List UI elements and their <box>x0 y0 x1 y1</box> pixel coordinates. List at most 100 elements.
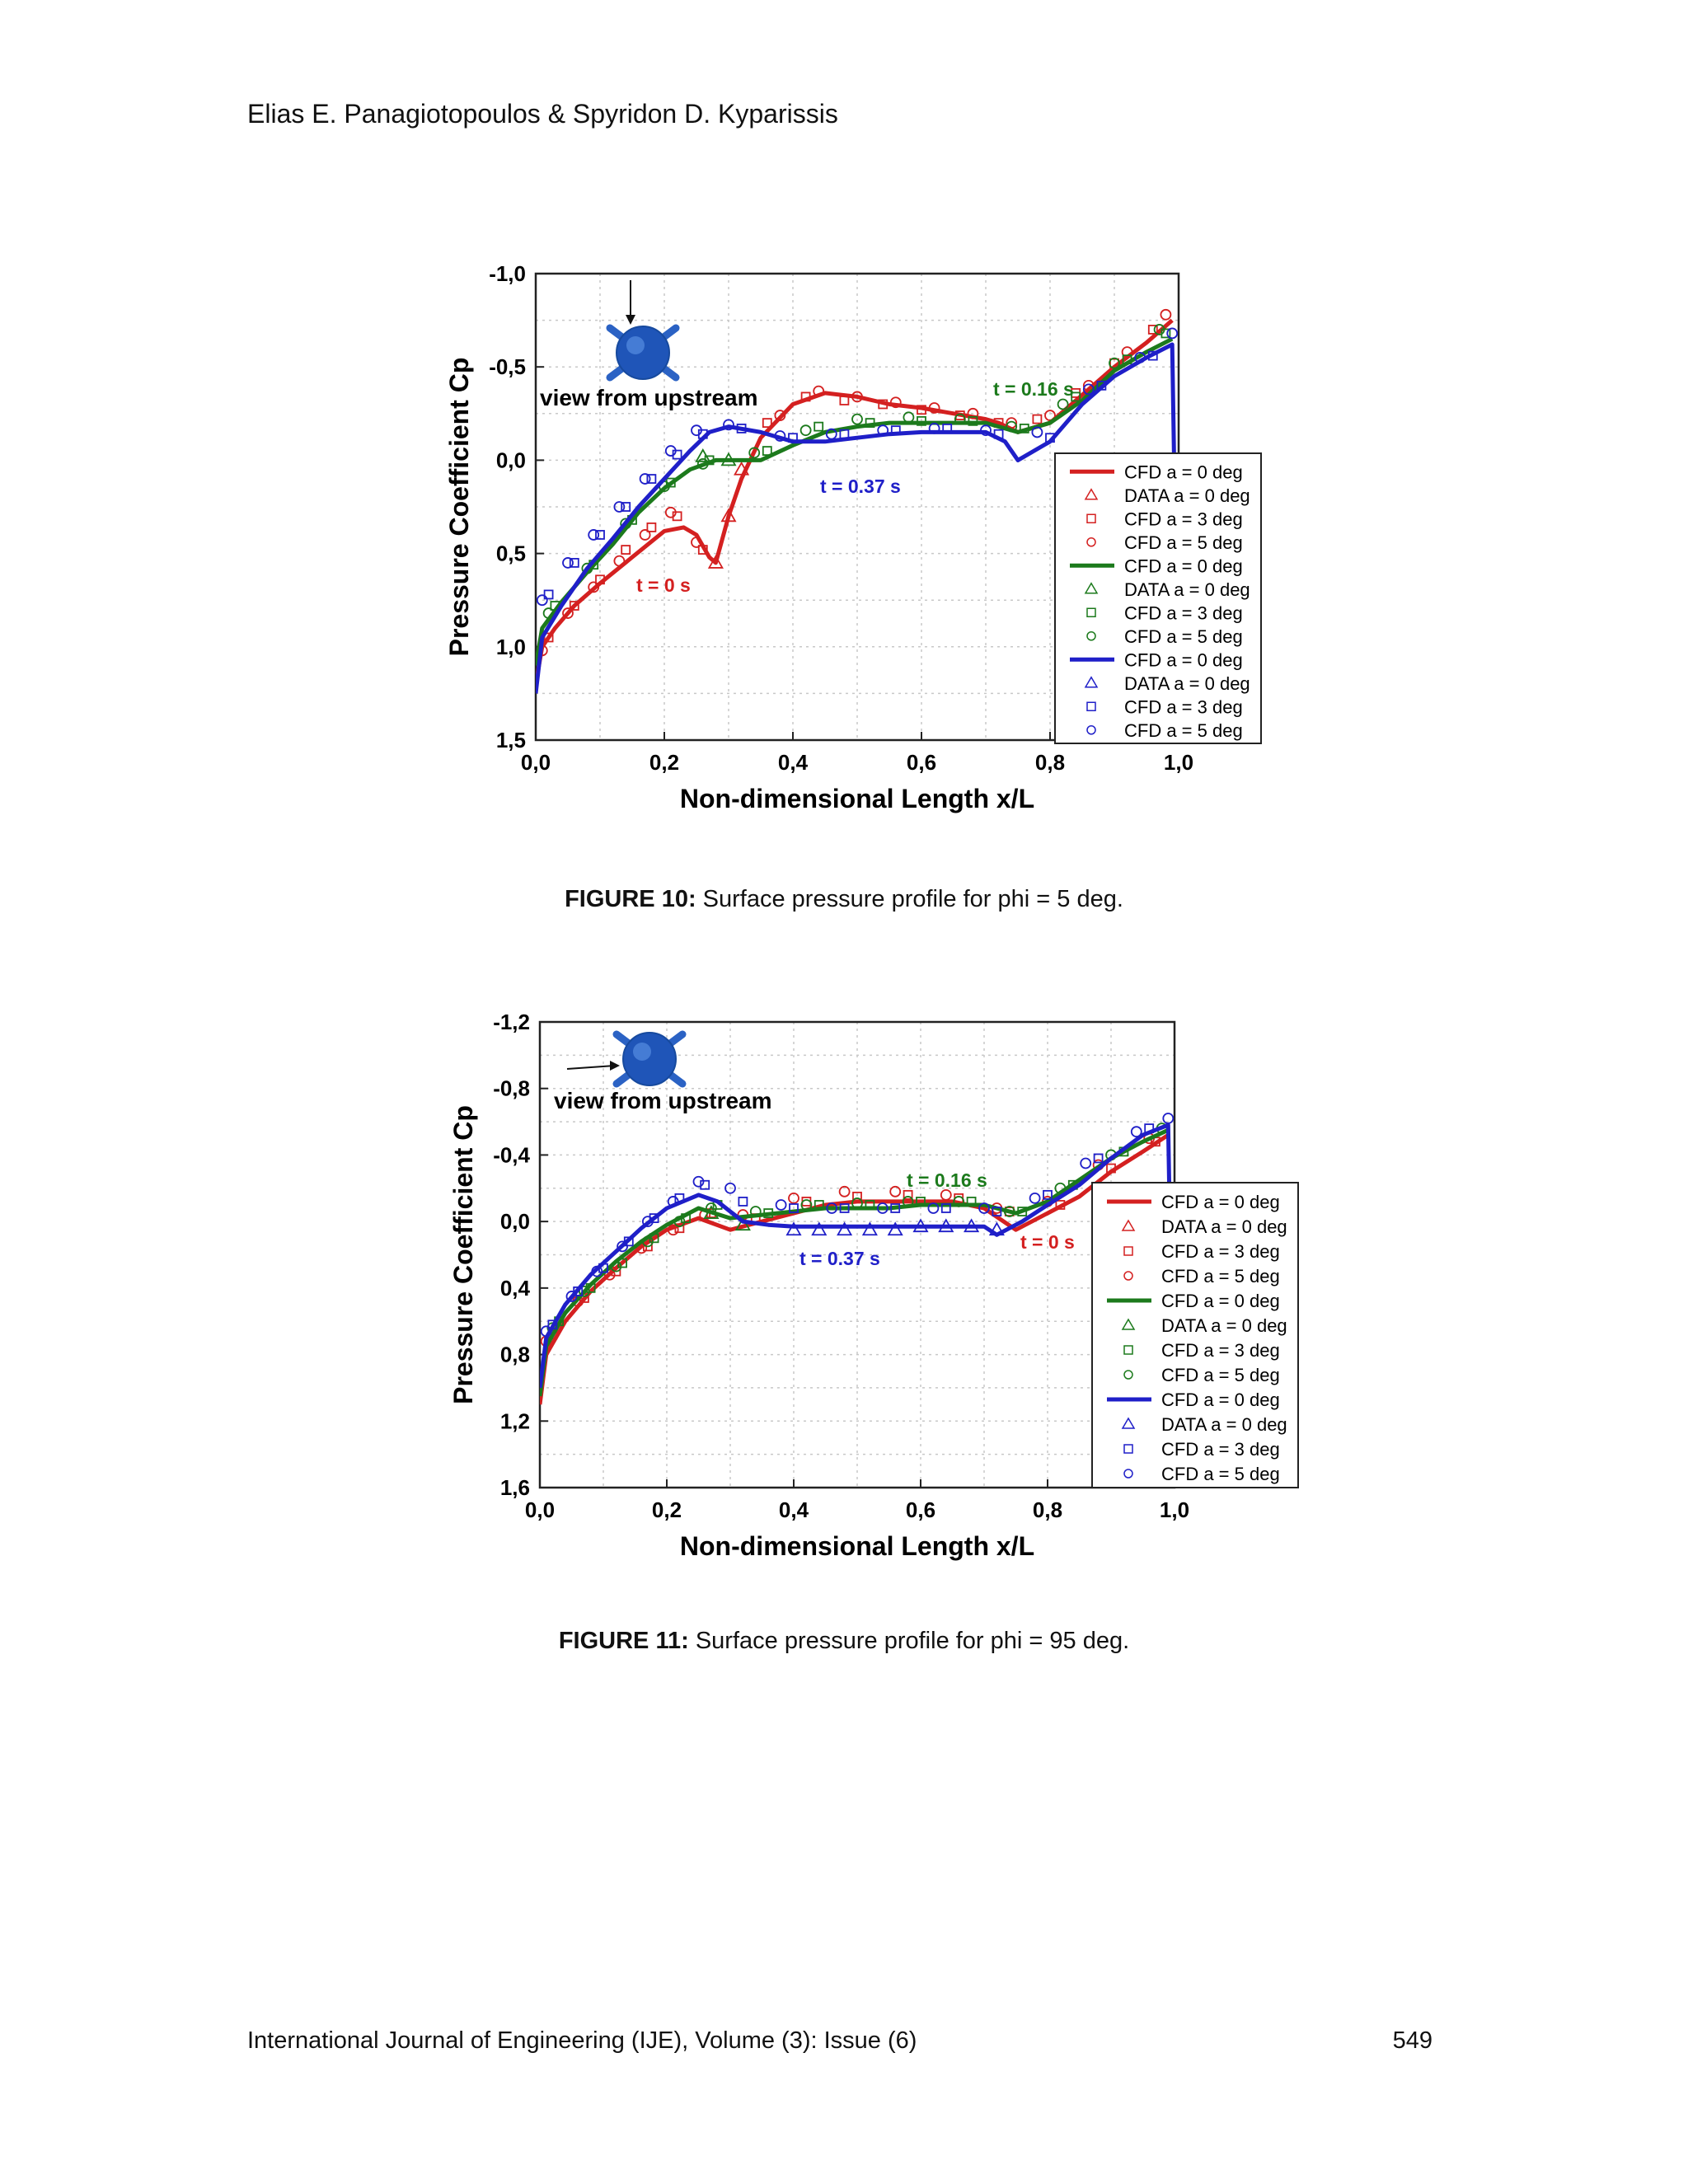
legend-item: CFD a = 5 deg <box>1123 1464 1280 1484</box>
y-tick-label: -0,8 <box>493 1076 530 1101</box>
x-tick-label: 0,2 <box>649 750 679 775</box>
data-point <box>681 1213 692 1224</box>
legend-item: CFD a = 5 deg <box>1086 532 1243 553</box>
data-point <box>889 396 902 409</box>
x-tick-label: 0,0 <box>525 1497 555 1522</box>
data-point <box>917 415 926 426</box>
data-point <box>978 1202 990 1214</box>
data-point <box>547 1319 558 1330</box>
data-point <box>588 581 600 593</box>
y-tick-label: 1,6 <box>500 1475 530 1500</box>
data-point <box>736 424 747 434</box>
data-point <box>748 447 761 459</box>
data-point <box>992 1207 1002 1216</box>
data-point <box>851 413 863 425</box>
y-tick-label: 0,5 <box>496 541 526 566</box>
data-point <box>851 1197 863 1209</box>
legend-label: CFD a = 5 deg <box>1161 1464 1280 1484</box>
legend-item: CFD a = 3 deg <box>1086 696 1243 717</box>
legend-item: DATA a = 0 deg <box>1121 1216 1287 1237</box>
data-point <box>720 508 737 523</box>
y-tick-label: 0,0 <box>496 448 526 472</box>
legend-label: DATA a = 0 deg <box>1161 1414 1287 1435</box>
data-point <box>569 601 579 611</box>
legend-item: CFD a = 3 deg <box>1086 509 1243 529</box>
y-tick-label: -1,2 <box>493 1010 530 1034</box>
y-axis-label: Pressure Coefficient Cp <box>444 358 474 657</box>
series-blue-circle <box>540 1113 1175 1338</box>
data-point <box>1029 1192 1041 1204</box>
x-tick-label: 0,6 <box>906 1497 935 1522</box>
legend-swatch <box>1121 1318 1136 1330</box>
data-point <box>928 402 940 414</box>
data-point <box>591 1265 603 1277</box>
data-point <box>588 529 600 541</box>
legend-item: DATA a = 0 deg <box>1084 485 1250 506</box>
legend-box <box>1054 452 1262 744</box>
legend: CFD a = 0 deg DATA a = 0 deg CFD a = 3 deg… <box>1091 1182 1299 1488</box>
data-point <box>664 506 677 518</box>
data-point <box>738 1197 748 1207</box>
series-green-triangle <box>695 448 737 466</box>
figure-10-caption-label: FIGURE 10: <box>565 886 696 912</box>
data-point <box>988 1221 1005 1236</box>
legend-label: CFD a = 5 deg <box>1124 720 1243 741</box>
data-point <box>799 424 812 437</box>
legend-item: CFD a = 5 deg <box>1123 1365 1280 1385</box>
data-point <box>1093 1153 1104 1164</box>
data-point <box>940 1203 951 1213</box>
hull-highlight <box>626 336 645 354</box>
data-point <box>878 399 889 410</box>
legend-item: CFD a = 0 deg <box>1070 649 1243 670</box>
data-point <box>763 1208 774 1218</box>
data-point <box>839 1203 850 1213</box>
legend-swatch <box>1086 513 1096 523</box>
data-point <box>889 1185 902 1197</box>
legend-swatch <box>1121 1417 1136 1429</box>
data-point <box>692 1175 705 1188</box>
data-point <box>940 1188 952 1201</box>
y-tick-label: 1,2 <box>500 1408 530 1433</box>
legend-swatch <box>1086 701 1096 711</box>
figure-11-chart: 0,0 0,2 0,4 0,6 0,8 1,0 -1,2 -0,8 -0,4 0,0 0,4 0,8 1… <box>448 1010 1299 1561</box>
data-point <box>890 425 901 436</box>
legend-swatch <box>1123 1271 1133 1281</box>
data-point <box>1096 380 1107 391</box>
y-tick-label: 1,5 <box>496 728 526 752</box>
data-point <box>825 428 837 440</box>
data-point <box>785 1221 802 1236</box>
hull-highlight <box>633 1043 651 1061</box>
x-axis-label: Non-dimensional Length x/L <box>680 784 1034 813</box>
data-point <box>1032 414 1043 424</box>
page-number: 549 <box>1392 2027 1432 2054</box>
legend-label: DATA a = 0 deg <box>1124 673 1250 694</box>
x-tick-label: 0,6 <box>907 750 936 775</box>
data-point <box>837 1221 853 1236</box>
legend-swatch <box>1123 1444 1133 1454</box>
data-point <box>861 1221 878 1236</box>
y-tick-label: 1,0 <box>496 635 526 659</box>
legend-swatch <box>1123 1370 1133 1380</box>
data-point <box>1130 1126 1142 1138</box>
data-point <box>667 1196 679 1207</box>
figure-10-caption-text: Surface pressure profile for phi = 5 deg… <box>696 886 1123 912</box>
data-point <box>707 555 724 569</box>
grid <box>540 1022 1175 1488</box>
data-point <box>565 1291 578 1302</box>
x-tick-label: 0,2 <box>652 1497 682 1522</box>
legend-label: CFD a = 3 deg <box>1161 1439 1280 1460</box>
legend-item: CFD a = 5 deg <box>1086 720 1243 741</box>
legend-label: CFD a = 3 deg <box>1124 696 1243 717</box>
data-point <box>774 430 786 442</box>
data-point <box>674 1223 685 1234</box>
data-point <box>562 557 574 569</box>
legend-label: CFD a = 3 deg <box>1124 602 1243 623</box>
view-arrow <box>566 1065 616 1070</box>
x-tick-label: 0,8 <box>1033 1497 1062 1522</box>
data-point <box>1019 424 1029 434</box>
data-point <box>734 1216 751 1231</box>
y-axis-label: Pressure Coefficient Cp <box>448 1105 478 1404</box>
data-point <box>734 461 750 476</box>
inset-label: view from upstream <box>540 385 758 410</box>
figure-10-chart: 0,0 0,2 0,4 0,6 0,8 1,0 -1,0 -0,5 0,0 0,5 1,0 1,5 No… <box>444 264 1262 813</box>
